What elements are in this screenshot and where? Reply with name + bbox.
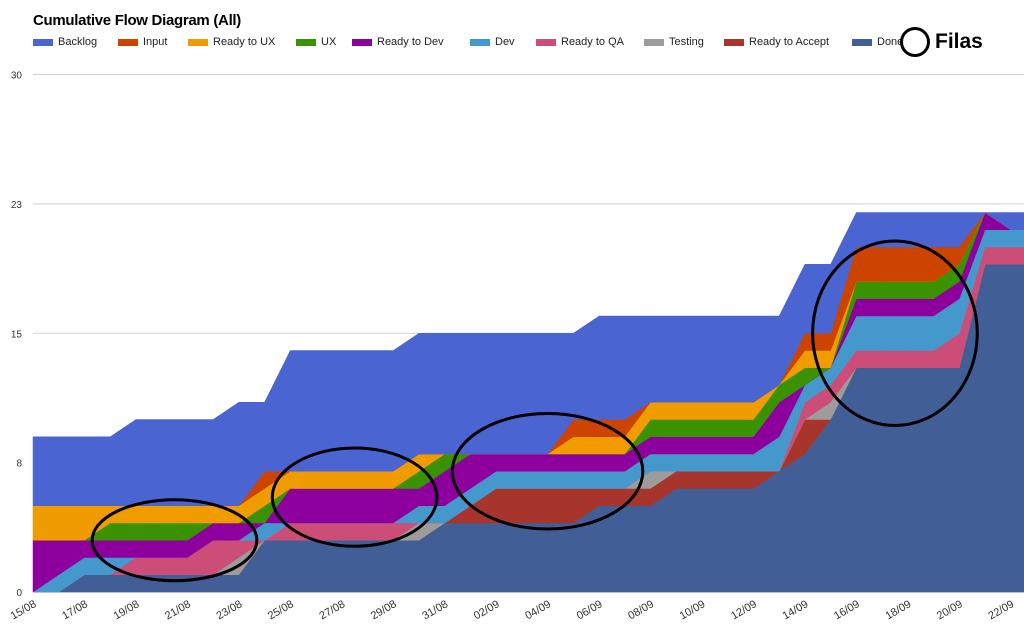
x-tick-label: 31/08 — [420, 598, 450, 622]
legend-swatch — [852, 38, 872, 46]
annotation-ellipse — [811, 239, 979, 427]
legend-swatch — [188, 38, 208, 46]
legend-item: Input — [118, 36, 167, 48]
x-tick-label: 14/09 — [781, 598, 811, 622]
x-tick-label: 20/09 — [935, 598, 965, 622]
legend-swatch — [352, 38, 372, 46]
legend-item: Ready to Accept — [724, 36, 829, 48]
legend-label: Ready to Accept — [749, 36, 830, 48]
annotation-legend-label: Filas — [935, 30, 983, 53]
y-tick-label: 30 — [11, 71, 23, 82]
legend-swatch — [536, 38, 556, 46]
x-tick-label: 29/08 — [369, 598, 399, 622]
x-tick-label: 19/08 — [112, 598, 142, 622]
x-tick-label: 27/08 — [317, 598, 347, 622]
legend-item: Done — [852, 36, 903, 48]
x-tick-label: 22/09 — [986, 598, 1016, 622]
legend-item: Ready to UX — [188, 36, 275, 48]
y-tick-label: 8 — [16, 459, 22, 470]
legend-swatch — [118, 38, 138, 46]
annotation-ellipse — [270, 446, 439, 548]
legend-label: Ready to QA — [561, 36, 624, 48]
x-tick-label: 16/09 — [832, 598, 862, 622]
legend-item: Dev — [470, 36, 515, 48]
y-tick-label: 23 — [11, 200, 23, 211]
x-tick-label: 12/09 — [729, 598, 759, 622]
x-tick-label: 15/08 — [9, 598, 39, 622]
legend-item: Ready to QA — [536, 36, 624, 48]
x-tick-label: 02/09 — [472, 598, 502, 622]
area-backlog — [32, 212, 1024, 506]
x-tick-label: 10/09 — [678, 598, 708, 622]
x-tick-label: 06/09 — [575, 598, 605, 622]
legend-label: Testing — [669, 36, 704, 48]
y-tick-label: 0 — [16, 588, 22, 599]
circle-icon — [900, 27, 930, 57]
annotation-ellipse — [90, 498, 259, 583]
legend-item: Backlog — [33, 36, 97, 48]
legend-item: Ready to Dev — [352, 36, 444, 48]
legend-item: UX — [296, 36, 336, 48]
legend-label: Done — [877, 36, 904, 48]
legend-item: Testing — [644, 36, 704, 48]
legend-label: Ready to Dev — [377, 36, 444, 48]
legend-swatch — [724, 38, 744, 46]
legend-swatch — [470, 38, 490, 46]
legend-label: Backlog — [58, 36, 98, 48]
chart-title: Cumulative Flow Diagram (All) — [33, 12, 241, 29]
x-tick-label: 18/09 — [883, 598, 913, 622]
x-tick-label: 25/08 — [266, 598, 296, 622]
legend-label: UX — [321, 36, 337, 48]
annotation-legend: Filas — [900, 27, 983, 57]
legend-label: Dev — [495, 36, 515, 48]
x-tick-label: 04/09 — [523, 598, 553, 622]
x-tick-label: 08/09 — [626, 598, 656, 622]
x-tick-label: 17/08 — [60, 598, 90, 622]
legend-swatch — [644, 38, 664, 46]
legend-swatch — [33, 38, 53, 46]
annotation-ellipse — [450, 412, 645, 531]
x-tick-label: 23/08 — [214, 598, 244, 622]
legend-swatch — [296, 38, 316, 46]
y-tick-label: 15 — [11, 329, 23, 340]
legend-label: Ready to UX — [213, 36, 276, 48]
x-tick-label: 21/08 — [163, 598, 193, 622]
legend-label: Input — [143, 36, 168, 48]
